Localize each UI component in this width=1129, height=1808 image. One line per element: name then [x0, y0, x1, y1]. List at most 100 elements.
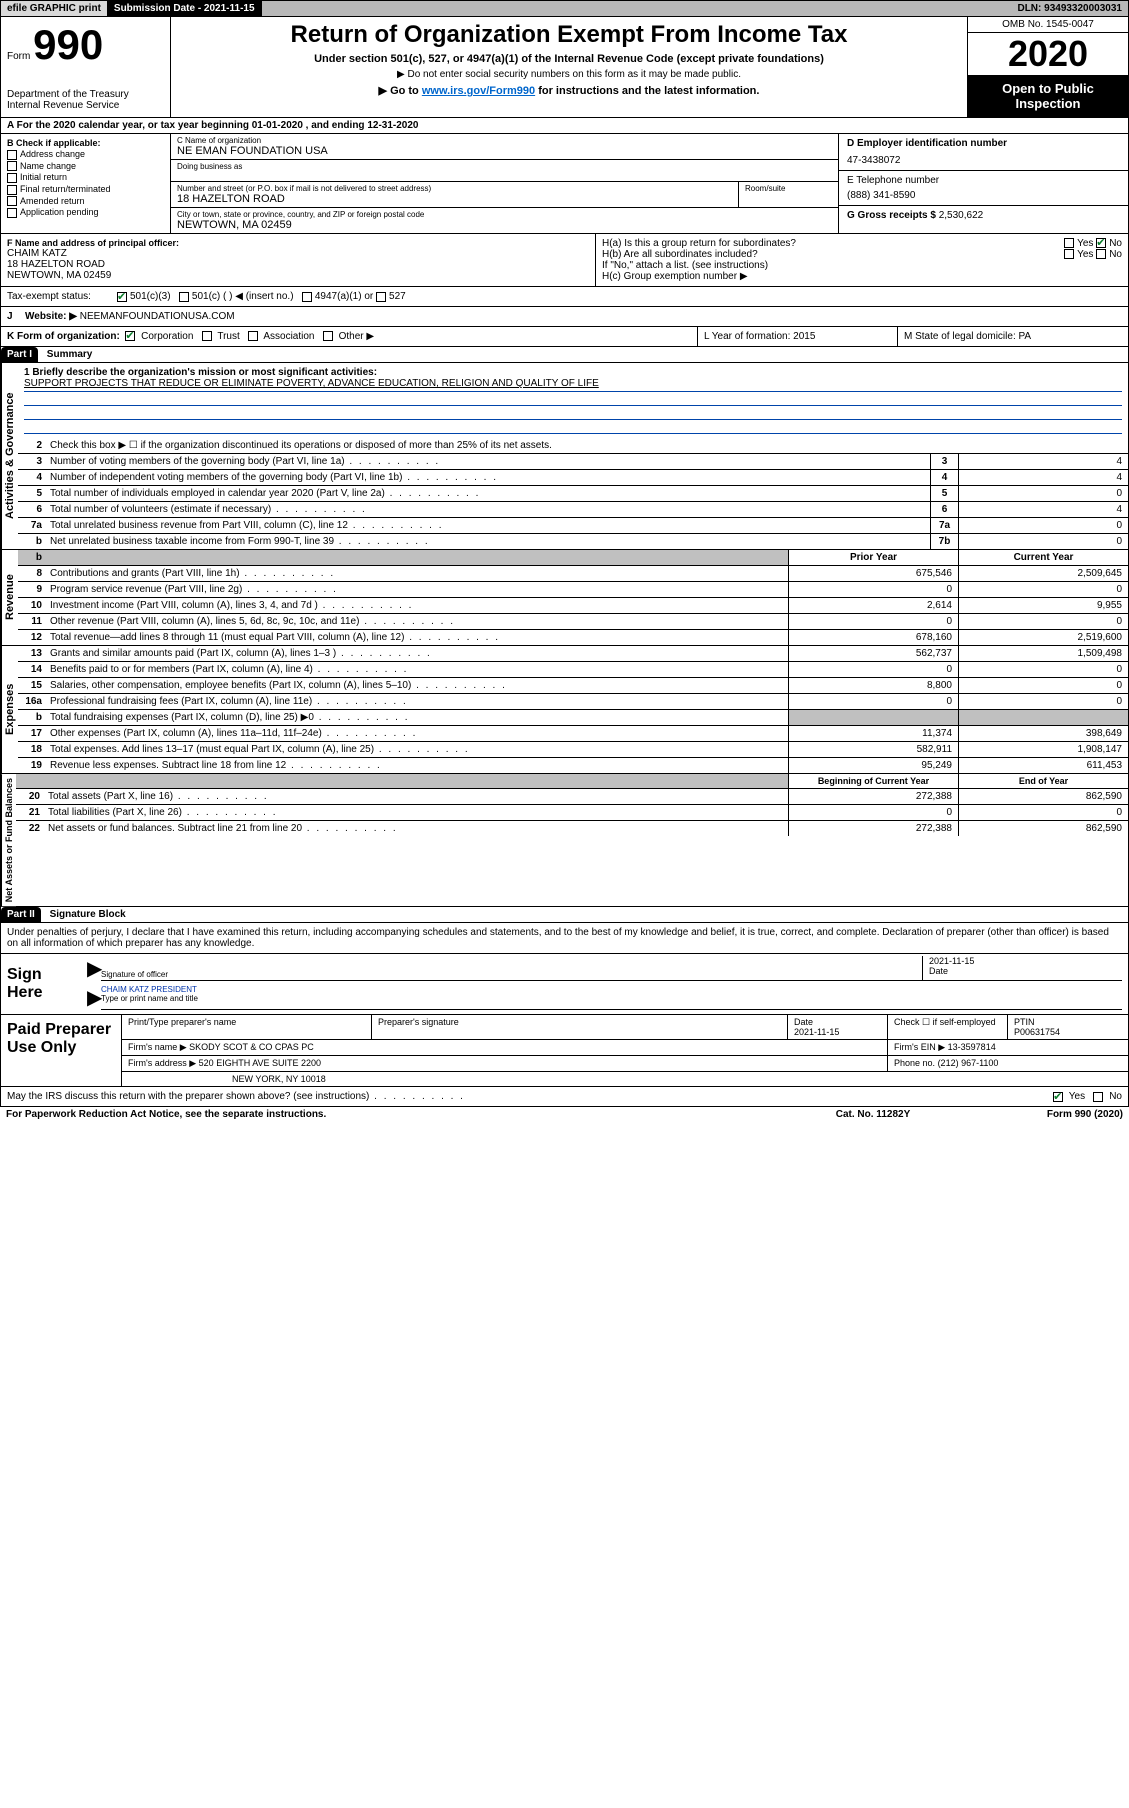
form-header: Form 990 Department of the Treasury Inte…: [0, 17, 1129, 118]
checkbox-app-pending[interactable]: [7, 208, 17, 218]
irs-link[interactable]: www.irs.gov/Form990: [422, 85, 535, 97]
part1-title: Summary: [47, 349, 93, 360]
current-value: 2,509,645: [958, 566, 1128, 581]
firm-ein-label: Firm's EIN ▶: [894, 1042, 945, 1052]
line-text: Total number of individuals employed in …: [46, 486, 930, 501]
prior-value: 272,388: [788, 789, 958, 804]
prior-value: 11,374: [788, 726, 958, 741]
submission-date-button[interactable]: Submission Date - 2021-11-15: [108, 1, 262, 16]
prior-value: 8,800: [788, 678, 958, 693]
cat-no: Cat. No. 11282Y: [773, 1109, 973, 1120]
part1-header-row: Part I Summary: [0, 347, 1129, 363]
checkbox-other[interactable]: [323, 331, 333, 341]
blank-text: [46, 550, 788, 565]
current-value: 862,590: [958, 789, 1128, 804]
checkbox-name-change[interactable]: [7, 161, 17, 171]
section-deg: D Employer identification number 47-3438…: [838, 134, 1128, 233]
checkbox-ha-no[interactable]: [1096, 238, 1106, 248]
c: 501(c) ( ) ◀ (insert no.): [192, 291, 294, 302]
tax-status-label: Tax-exempt status:: [7, 291, 117, 302]
discuss-text: May the IRS discuss this return with the…: [7, 1091, 369, 1102]
checkbox-501c[interactable]: [179, 292, 189, 302]
checkbox-amended[interactable]: [7, 196, 17, 206]
firm-ein: 13-3597814: [948, 1042, 996, 1052]
checkbox-corp[interactable]: [125, 331, 135, 341]
checkbox-address-change[interactable]: [7, 150, 17, 160]
line-text: Total number of volunteers (estimate if …: [46, 502, 930, 517]
checkbox-ha-yes[interactable]: [1064, 238, 1074, 248]
col-end: End of Year: [958, 774, 1128, 788]
col-beg: Beginning of Current Year: [788, 774, 958, 788]
header-mid: Return of Organization Exempt From Incom…: [171, 17, 968, 117]
addr: 18 HAZELTON ROAD: [177, 193, 732, 205]
part1-expenses: Expenses 13 Grants and similar amounts p…: [0, 646, 1129, 774]
line-num: 12: [18, 630, 46, 645]
yes: Yes: [1069, 1091, 1085, 1102]
return-title: Return of Organization Exempt From Incom…: [177, 21, 961, 49]
open-public-2: Inspection: [970, 96, 1126, 111]
checkbox-assoc[interactable]: [248, 331, 258, 341]
line-num: 17: [18, 726, 46, 741]
sig-name-label: Type or print name and title: [101, 994, 1122, 1003]
current-value: 862,590: [958, 821, 1128, 836]
part2-label: Part II: [1, 907, 41, 922]
line-text: Number of independent voting members of …: [46, 470, 930, 485]
checkbox-hb-no[interactable]: [1096, 249, 1106, 259]
hc-label: H(c) Group exemption number ▶: [602, 271, 1122, 282]
line-text: Total fundraising expenses (Part IX, col…: [46, 710, 788, 725]
sig-date-label: Date: [929, 966, 1122, 976]
prior-value: [788, 710, 958, 725]
checkbox-discuss-yes[interactable]: [1053, 1092, 1063, 1102]
dept-irs: Internal Revenue Service: [7, 100, 164, 111]
line-num: 7a: [18, 518, 46, 533]
line-text: Contributions and grants (Part VIII, lin…: [46, 566, 788, 581]
no: No: [1109, 1091, 1122, 1102]
prior-value: 2,614: [788, 598, 958, 613]
line2-num: 2: [18, 438, 46, 453]
line-box: 7b: [930, 534, 958, 549]
no: No: [1109, 238, 1122, 249]
current-value: 2,519,600: [958, 630, 1128, 645]
checkbox-trust[interactable]: [202, 331, 212, 341]
line-num: 8: [18, 566, 46, 581]
vert-revenue: Revenue: [1, 550, 18, 645]
section-f: F Name and address of principal officer:…: [1, 234, 596, 286]
line-text: Total expenses. Add lines 13–17 (must eq…: [46, 742, 788, 757]
firm-addr-label: Firm's address ▶: [128, 1058, 196, 1068]
return-link-line: ▶ Go to www.irs.gov/Form990 for instruct…: [177, 84, 961, 97]
line-num: 16a: [18, 694, 46, 709]
hb-label: H(b) Are all subordinates included?: [602, 249, 758, 260]
checkbox-4947[interactable]: [302, 292, 312, 302]
checkbox-527[interactable]: [376, 292, 386, 302]
trust: Trust: [217, 331, 239, 342]
line-text: Other expenses (Part IX, column (A), lin…: [46, 726, 788, 741]
line-num: 3: [18, 454, 46, 469]
line-value: 4: [958, 502, 1128, 517]
blank-num: b: [18, 550, 46, 565]
hc-note: If "No," attach a list. (see instruction…: [602, 260, 1122, 271]
chk-label: Name change: [20, 161, 76, 171]
phone-label: E Telephone number: [847, 175, 1120, 186]
checkbox-hb-yes[interactable]: [1064, 249, 1074, 259]
checkbox-initial-return[interactable]: [7, 173, 17, 183]
checkbox-final-return[interactable]: [7, 185, 17, 195]
perjury-note: Under penalties of perjury, I declare th…: [1, 923, 1128, 953]
chk-label: Initial return: [20, 172, 67, 182]
efile-graphic-button[interactable]: efile GRAPHIC print: [1, 1, 108, 16]
current-value: 0: [958, 678, 1128, 693]
line-box: 7a: [930, 518, 958, 533]
addr-label: Number and street (or P.O. box if mail i…: [177, 184, 732, 193]
vert-expenses: Expenses: [1, 646, 18, 773]
form-footer: Form 990 (2020): [973, 1109, 1123, 1120]
tax-period: A For the 2020 calendar year, or tax yea…: [0, 118, 1129, 134]
checkbox-discuss-no[interactable]: [1093, 1092, 1103, 1102]
vert-governance: Activities & Governance: [1, 363, 18, 549]
line-value: 0: [958, 486, 1128, 501]
sign-here-label: Sign Here: [1, 954, 81, 1014]
checkbox-501c3[interactable]: [117, 292, 127, 302]
prior-value: 678,160: [788, 630, 958, 645]
yes: Yes: [1077, 238, 1093, 249]
header-right: OMB No. 1545-0047 2020 Open to Public In…: [968, 17, 1128, 117]
discuss-row: May the IRS discuss this return with the…: [0, 1087, 1129, 1107]
firm-addr1: 520 EIGHTH AVE SUITE 2200: [199, 1058, 321, 1068]
